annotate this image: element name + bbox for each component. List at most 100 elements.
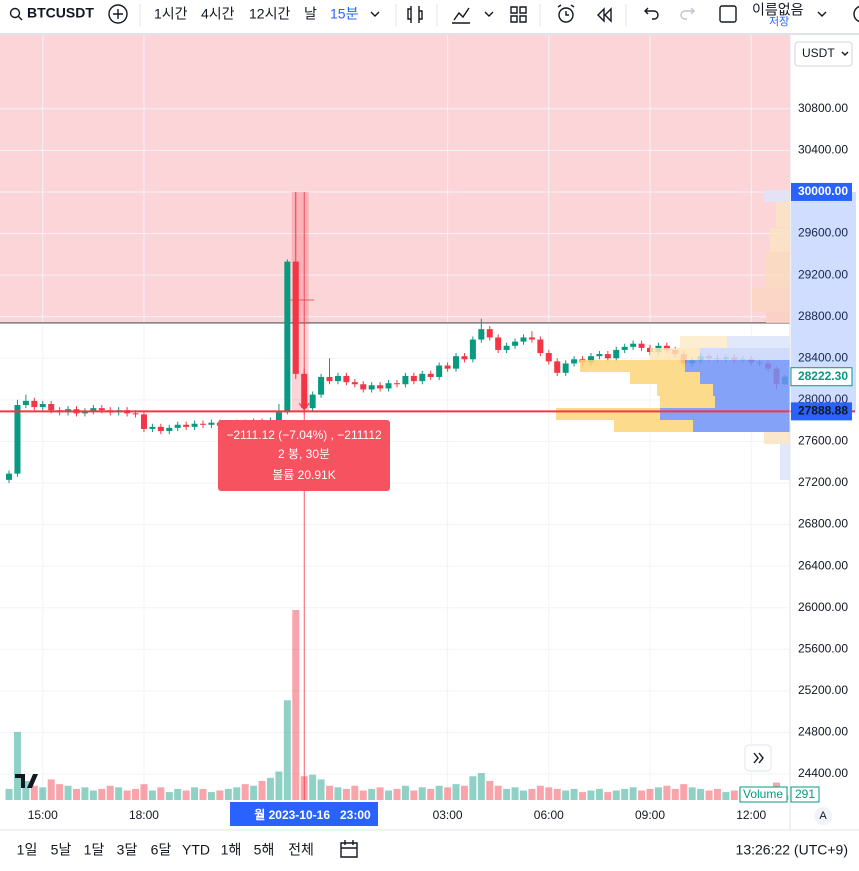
candle-body xyxy=(14,405,21,474)
volume-profile xyxy=(556,190,790,480)
alert-zone xyxy=(0,35,790,323)
range-button[interactable]: 전체 xyxy=(288,842,314,858)
search-icon[interactable] xyxy=(9,7,21,19)
volume-bar xyxy=(553,788,561,800)
volume-bar xyxy=(705,790,713,800)
candle-type-icon[interactable] xyxy=(407,6,423,23)
volume-bar xyxy=(258,781,266,800)
redo-icon[interactable] xyxy=(680,7,695,20)
volume-bar xyxy=(376,787,384,800)
volume-bar xyxy=(5,788,13,800)
crosshair-time-box xyxy=(230,802,378,826)
vp-row xyxy=(650,348,700,360)
volume-bar xyxy=(697,788,705,800)
candle-body xyxy=(140,414,147,429)
volume-bar xyxy=(562,790,570,800)
range-button[interactable]: 6달 xyxy=(151,842,172,858)
vp-row xyxy=(715,396,790,408)
last-price-label-box xyxy=(790,367,853,387)
date-range-icon[interactable] xyxy=(340,840,358,858)
volume-bar xyxy=(292,610,300,800)
volume-bar xyxy=(570,788,578,800)
layout-icon[interactable] xyxy=(510,6,527,23)
chevron[interactable] xyxy=(817,11,827,17)
chevron[interactable] xyxy=(370,11,380,17)
volume-bar xyxy=(444,787,452,800)
y-tick-label: 26400.00 xyxy=(798,558,848,572)
volume-bar xyxy=(351,785,359,800)
range-button[interactable]: YTD xyxy=(182,842,210,858)
interval[interactable]: 날 xyxy=(304,6,317,22)
volume-bar xyxy=(587,790,595,800)
chevron[interactable] xyxy=(484,11,494,17)
y-tick-label: 25200.00 xyxy=(798,683,848,697)
candle-body xyxy=(360,384,367,390)
candle-body xyxy=(444,365,451,369)
auto-scale-button[interactable] xyxy=(814,807,832,825)
indicators-icon[interactable] xyxy=(452,7,470,24)
last-price-label: 28222.30 xyxy=(798,369,848,383)
candle-body xyxy=(191,423,198,427)
search-icon-handle xyxy=(18,16,23,21)
volume-bar xyxy=(72,788,80,800)
volume-bar xyxy=(435,785,443,800)
compare-button[interactable] xyxy=(108,4,128,24)
volume-bar xyxy=(266,777,274,800)
volume-bar xyxy=(233,787,241,800)
volume-bar xyxy=(64,785,72,800)
x-tick-label: 06:00 xyxy=(534,808,564,822)
range-button[interactable]: 5날 xyxy=(51,842,72,858)
interval[interactable]: 4시간 xyxy=(201,6,235,22)
volume-bar xyxy=(140,784,148,800)
replay-icon[interactable] xyxy=(597,7,612,23)
save-status[interactable]: 저장 xyxy=(769,15,789,28)
clock: 13:26:22 (UTC+9) xyxy=(736,842,848,858)
vp-row xyxy=(657,384,713,396)
volume-bar xyxy=(359,790,367,800)
vp-row xyxy=(700,348,790,360)
candle-body xyxy=(604,354,611,359)
currency-box[interactable] xyxy=(794,41,853,67)
volume-bar xyxy=(89,790,97,800)
settings-icon[interactable] xyxy=(853,5,859,23)
candle-body xyxy=(98,408,105,411)
range-button[interactable]: 1달 xyxy=(84,842,105,858)
fullscreen-icon[interactable] xyxy=(719,5,737,23)
range-button[interactable]: 1해 xyxy=(221,842,242,858)
candle-body xyxy=(545,353,552,362)
candle-body xyxy=(309,394,316,409)
interval-active[interactable]: 15분 xyxy=(330,6,359,22)
layout-name[interactable]: 이름없음 xyxy=(752,2,804,18)
volume-bar xyxy=(722,792,730,800)
interval[interactable]: 12시간 xyxy=(249,6,290,22)
volume-bar xyxy=(663,785,671,800)
measure-volume: 볼륨 20.91K xyxy=(272,468,335,482)
volume-bar xyxy=(334,787,342,800)
volume-bar xyxy=(241,784,249,800)
volume-bar xyxy=(545,787,553,800)
range-button[interactable]: 1일 xyxy=(17,842,38,858)
vp-row xyxy=(776,202,790,227)
logo[interactable] xyxy=(15,774,38,788)
undo-icon[interactable] xyxy=(644,7,659,20)
vp-row xyxy=(630,372,700,384)
auto-scale[interactable]: A xyxy=(819,810,827,822)
candle-body xyxy=(343,375,350,383)
range-button[interactable]: 3달 xyxy=(117,842,138,858)
volume-value-box xyxy=(790,786,820,803)
candle-body xyxy=(537,339,544,354)
candle-body xyxy=(512,341,519,346)
symbol[interactable]: BTCUSDT xyxy=(27,5,94,21)
volume-bar xyxy=(157,787,165,800)
range-button[interactable]: 5해 xyxy=(254,842,275,858)
alert-icon[interactable] xyxy=(558,7,574,23)
candle-body xyxy=(393,383,400,385)
volume-value: 291 xyxy=(795,787,815,801)
candle-body xyxy=(318,376,325,395)
volume-bar xyxy=(317,779,325,800)
plus-icon xyxy=(113,9,123,19)
vp-row xyxy=(680,336,727,348)
y-tick-label: 27600.00 xyxy=(798,434,848,448)
interval[interactable]: 1시간 xyxy=(154,6,188,22)
